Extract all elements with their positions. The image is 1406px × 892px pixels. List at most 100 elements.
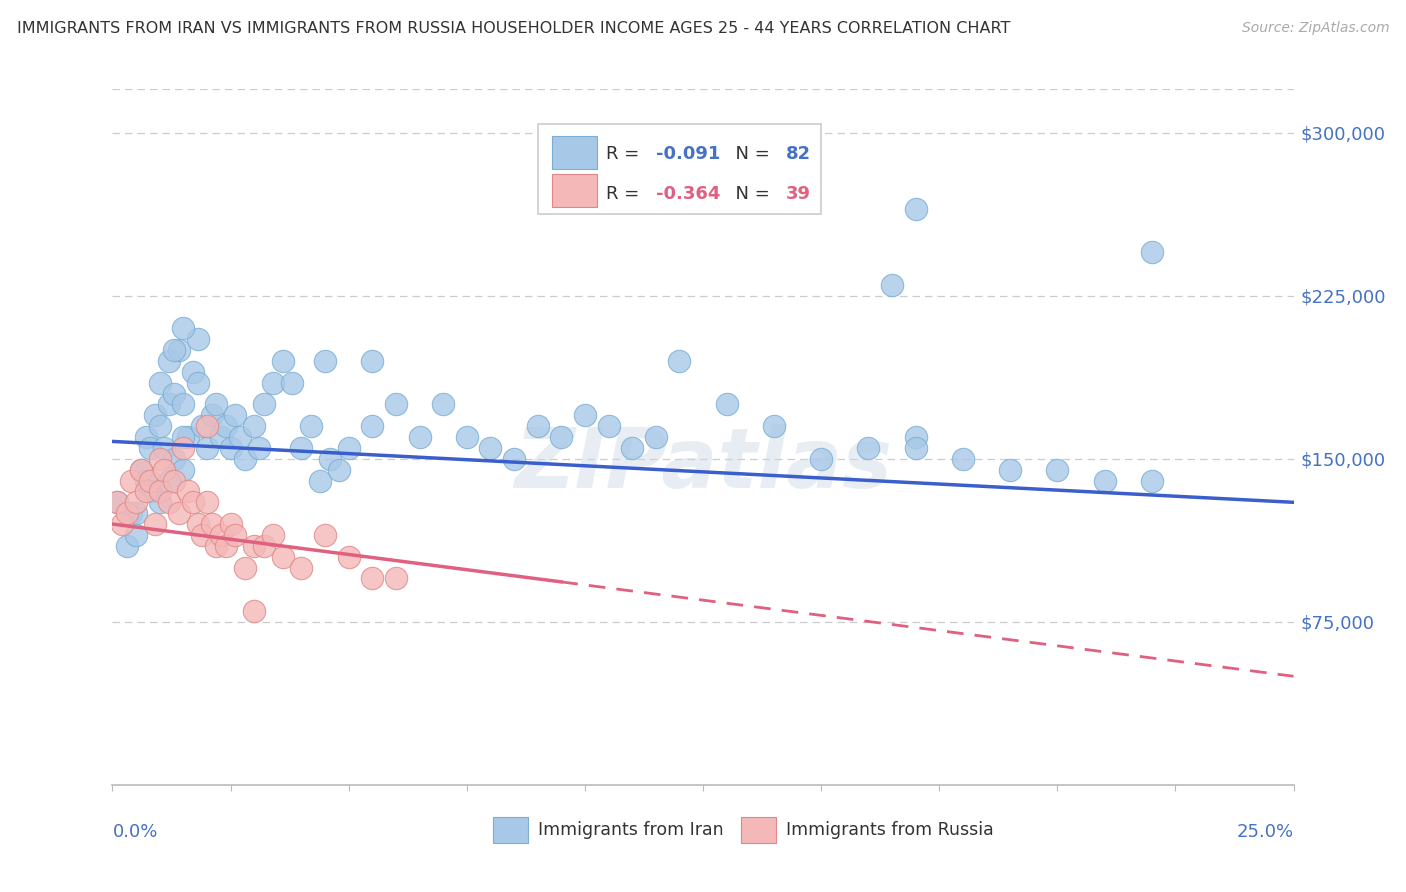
Point bbox=[1046, 463, 1069, 477]
Point bbox=[115, 539, 138, 553]
Point bbox=[135, 430, 157, 444]
Point bbox=[195, 441, 218, 455]
Point bbox=[432, 397, 454, 411]
Text: ZIPatlas: ZIPatlas bbox=[515, 425, 891, 506]
Point bbox=[385, 571, 408, 585]
Point bbox=[125, 506, 148, 520]
Point bbox=[186, 376, 208, 390]
Point bbox=[503, 451, 526, 466]
Point bbox=[195, 419, 218, 434]
Text: 82: 82 bbox=[786, 145, 811, 163]
Point bbox=[319, 451, 342, 466]
Point bbox=[247, 441, 270, 455]
Point bbox=[271, 549, 294, 564]
Point bbox=[172, 397, 194, 411]
Point bbox=[281, 376, 304, 390]
Point bbox=[191, 419, 214, 434]
Point bbox=[186, 516, 208, 531]
Point bbox=[201, 409, 224, 423]
Text: -0.364: -0.364 bbox=[655, 185, 720, 202]
Point bbox=[299, 419, 322, 434]
Point bbox=[456, 430, 478, 444]
Point bbox=[139, 474, 162, 488]
Point bbox=[135, 474, 157, 488]
Point bbox=[309, 474, 332, 488]
FancyBboxPatch shape bbox=[741, 817, 776, 844]
Text: Immigrants from Iran: Immigrants from Iran bbox=[537, 822, 723, 839]
Point bbox=[157, 495, 180, 509]
FancyBboxPatch shape bbox=[537, 124, 821, 214]
Point bbox=[574, 409, 596, 423]
Point bbox=[149, 376, 172, 390]
Point bbox=[243, 539, 266, 553]
Point bbox=[149, 484, 172, 499]
Point bbox=[271, 354, 294, 368]
Point bbox=[229, 430, 252, 444]
Point bbox=[129, 463, 152, 477]
Point bbox=[762, 419, 785, 434]
Point bbox=[120, 506, 142, 520]
Point bbox=[219, 516, 242, 531]
Point bbox=[163, 343, 186, 357]
Point bbox=[253, 539, 276, 553]
Point bbox=[153, 463, 176, 477]
Point bbox=[125, 495, 148, 509]
Point bbox=[215, 419, 238, 434]
Point bbox=[115, 506, 138, 520]
Point bbox=[262, 376, 284, 390]
Point bbox=[172, 321, 194, 335]
Point bbox=[172, 430, 194, 444]
Point bbox=[201, 516, 224, 531]
Text: IMMIGRANTS FROM IRAN VS IMMIGRANTS FROM RUSSIA HOUSEHOLDER INCOME AGES 25 - 44 Y: IMMIGRANTS FROM IRAN VS IMMIGRANTS FROM … bbox=[17, 21, 1011, 36]
Point bbox=[858, 441, 880, 455]
Point bbox=[129, 463, 152, 477]
Point bbox=[224, 409, 246, 423]
Point bbox=[209, 528, 232, 542]
Point bbox=[139, 441, 162, 455]
Point bbox=[205, 539, 228, 553]
Point bbox=[361, 354, 384, 368]
Point bbox=[243, 419, 266, 434]
Text: 25.0%: 25.0% bbox=[1236, 823, 1294, 841]
Point bbox=[952, 451, 974, 466]
Point bbox=[205, 397, 228, 411]
Point bbox=[1140, 245, 1163, 260]
Point bbox=[716, 397, 738, 411]
Point bbox=[233, 451, 256, 466]
Point bbox=[149, 495, 172, 509]
Point bbox=[644, 430, 666, 444]
Point bbox=[479, 441, 502, 455]
Point bbox=[181, 495, 204, 509]
Point bbox=[904, 441, 927, 455]
Point bbox=[172, 441, 194, 455]
Point bbox=[668, 354, 690, 368]
Point bbox=[181, 365, 204, 379]
Point bbox=[105, 495, 128, 509]
Point bbox=[243, 604, 266, 618]
Point bbox=[143, 409, 166, 423]
Point bbox=[337, 441, 360, 455]
Point bbox=[1140, 474, 1163, 488]
Point bbox=[209, 430, 232, 444]
Point bbox=[105, 495, 128, 509]
Text: R =: R = bbox=[606, 185, 645, 202]
FancyBboxPatch shape bbox=[492, 817, 529, 844]
Point bbox=[1094, 474, 1116, 488]
Text: N =: N = bbox=[724, 145, 776, 163]
Point bbox=[810, 451, 832, 466]
Point bbox=[157, 474, 180, 488]
Point bbox=[385, 397, 408, 411]
Point bbox=[157, 397, 180, 411]
Point bbox=[172, 463, 194, 477]
Point bbox=[195, 495, 218, 509]
Point bbox=[143, 516, 166, 531]
Text: N =: N = bbox=[724, 185, 776, 202]
Point bbox=[149, 419, 172, 434]
Point bbox=[153, 441, 176, 455]
Point bbox=[215, 539, 238, 553]
Point bbox=[998, 463, 1021, 477]
Point bbox=[314, 528, 336, 542]
Point bbox=[314, 354, 336, 368]
Point bbox=[290, 560, 312, 574]
Text: -0.091: -0.091 bbox=[655, 145, 720, 163]
